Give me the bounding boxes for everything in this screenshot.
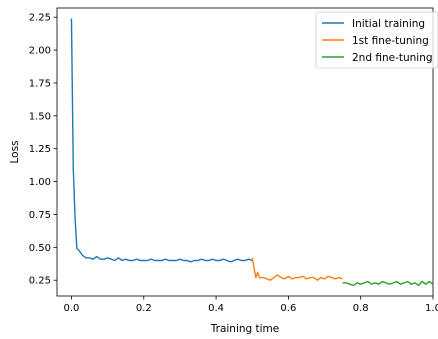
series-line-2 <box>251 257 343 281</box>
y-tick-label: 1.00 <box>29 177 51 188</box>
x-axis-ticks: 0.0 0.2 0.4 0.6 0.8 1.0 <box>64 296 438 314</box>
x-tick-label: 0.8 <box>353 303 369 314</box>
x-tick-label: 0.2 <box>136 303 152 314</box>
y-tick-label: 1.50 <box>29 111 51 122</box>
y-tick-label: 1.75 <box>29 78 51 89</box>
series-layer <box>70 18 434 287</box>
y-tick-label: 0.50 <box>29 243 51 254</box>
plot-area <box>56 7 434 297</box>
series-line-3 <box>342 280 434 287</box>
y-axis-label: Loss <box>9 140 21 163</box>
legend-label-1: Initial training <box>352 18 425 30</box>
legend-label-3: 2nd fine-tuning <box>352 52 433 64</box>
legend-label-2: 1st fine-tuning <box>352 35 429 47</box>
x-axis-label: Training time <box>210 323 280 335</box>
x-tick-label: 1.0 <box>425 303 438 314</box>
y-tick-label: 0.75 <box>29 210 51 221</box>
x-tick-label: 0.6 <box>280 303 296 314</box>
y-tick-label: 0.25 <box>29 276 51 287</box>
y-axis-ticks: 0.25 0.50 0.75 1.00 1.25 1.50 1.75 2.00 2.25 <box>29 13 57 287</box>
axes-frame <box>56 7 434 297</box>
x-tick-label: 0.4 <box>208 303 224 314</box>
legend-box <box>315 11 438 69</box>
y-tick-label: 1.25 <box>29 144 51 155</box>
y-tick-label: 2.00 <box>29 46 51 57</box>
x-tick-label: 0.0 <box>64 303 80 314</box>
legend: Initial training 1st fine-tuning 2nd fine-… <box>315 11 438 69</box>
series-line-1 <box>70 18 253 263</box>
y-tick-label: 2.25 <box>29 13 51 24</box>
